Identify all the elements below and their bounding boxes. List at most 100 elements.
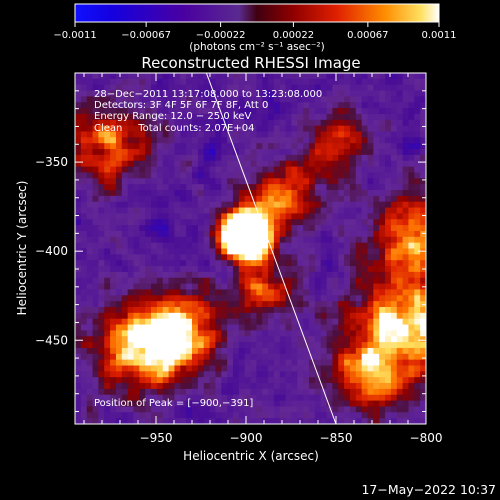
heatmap-cell bbox=[314, 394, 322, 402]
heatmap-cell bbox=[396, 242, 404, 250]
heatmap-cell bbox=[221, 102, 228, 109]
heatmap-cell bbox=[133, 207, 140, 214]
heatmap-cell bbox=[414, 289, 421, 296]
heatmap-cell bbox=[332, 277, 339, 285]
heatmap-cell bbox=[151, 219, 158, 226]
heatmap-cell bbox=[86, 283, 94, 291]
heatmap-cell bbox=[344, 78, 351, 86]
heatmap-cell bbox=[221, 289, 228, 296]
heatmap-cell bbox=[379, 371, 386, 378]
heatmap-cell bbox=[385, 125, 392, 133]
heatmap-cell bbox=[244, 201, 252, 209]
heatmap-cell bbox=[98, 254, 105, 261]
heatmap-cell bbox=[326, 377, 333, 384]
heatmap-cell bbox=[268, 149, 275, 156]
heatmap-cell bbox=[373, 271, 380, 279]
heatmap-cell bbox=[262, 400, 269, 408]
heatmap-cell bbox=[86, 207, 94, 214]
heatmap-cell bbox=[408, 324, 415, 331]
heatmap-cell bbox=[297, 277, 304, 285]
heatmap-cell bbox=[314, 242, 322, 250]
heatmap-cell bbox=[344, 190, 351, 197]
heatmap-cell bbox=[303, 406, 310, 413]
heatmap-cell bbox=[110, 225, 117, 232]
heatmap-cell bbox=[145, 301, 152, 308]
heatmap-cell bbox=[332, 347, 339, 355]
heatmap-cell bbox=[303, 377, 310, 384]
heatmap-cell bbox=[139, 213, 146, 220]
heatmap-cell bbox=[385, 307, 392, 314]
heatmap-cell bbox=[192, 388, 199, 396]
heatmap-cell bbox=[279, 207, 287, 214]
heatmap-cell bbox=[314, 225, 322, 232]
heatmap-cell bbox=[320, 336, 328, 343]
heatmap-cell bbox=[174, 318, 181, 326]
heatmap-cell bbox=[162, 295, 170, 302]
heatmap-cell bbox=[250, 318, 257, 326]
heatmap-cell bbox=[168, 96, 176, 103]
peak-position-label: Position of Peak = [−900,−391] bbox=[94, 398, 253, 409]
heatmap-cell bbox=[349, 184, 357, 191]
heatmap-cell bbox=[314, 353, 322, 361]
heatmap-cell bbox=[361, 388, 369, 396]
heatmap-cell bbox=[414, 236, 421, 244]
heatmap-cell bbox=[385, 201, 392, 209]
heatmap-cell bbox=[98, 119, 105, 127]
heatmap-cell bbox=[86, 219, 94, 226]
heatmap-cell bbox=[121, 242, 129, 250]
heatmap-cell bbox=[133, 347, 140, 355]
heatmap-cell bbox=[104, 108, 111, 115]
heatmap-cell bbox=[262, 283, 269, 291]
heatmap-cell bbox=[151, 412, 158, 419]
heatmap-cell bbox=[244, 254, 252, 261]
heatmap-cell bbox=[174, 324, 181, 331]
heatmap-cell bbox=[414, 383, 421, 390]
heatmap-cell bbox=[104, 312, 111, 320]
heatmap-cell bbox=[297, 178, 304, 185]
heatmap-cell bbox=[420, 347, 426, 355]
heatmap-cell bbox=[314, 236, 322, 244]
heatmap-cell bbox=[262, 318, 269, 326]
heatmap-cell bbox=[332, 190, 339, 197]
heatmap-cell bbox=[145, 160, 152, 168]
heatmap-cell bbox=[115, 312, 123, 320]
heatmap-cell bbox=[238, 172, 246, 179]
heatmap-cell bbox=[390, 388, 398, 396]
heatmap-cell bbox=[127, 160, 135, 168]
heatmap-cell bbox=[104, 201, 111, 209]
heatmap-cell bbox=[385, 248, 392, 255]
heatmap-cell bbox=[262, 236, 269, 244]
heatmap-cell bbox=[110, 336, 117, 343]
heatmap-cell bbox=[180, 412, 187, 419]
heatmap-cell bbox=[273, 213, 281, 220]
heatmap-cell bbox=[86, 96, 94, 103]
heatmap-cell bbox=[408, 172, 415, 179]
heatmap-cell bbox=[197, 178, 205, 185]
heatmap-cell bbox=[80, 336, 88, 343]
heatmap-cell bbox=[168, 359, 176, 367]
heatmap-cell bbox=[98, 236, 105, 244]
heatmap-cell bbox=[133, 248, 140, 255]
heatmap-cell bbox=[75, 383, 82, 390]
heatmap-cell bbox=[420, 172, 426, 179]
heatmap-cell bbox=[273, 301, 281, 308]
heatmap-cell bbox=[355, 412, 363, 419]
heatmap-cell bbox=[92, 394, 99, 402]
heatmap-cell bbox=[408, 225, 415, 232]
heatmap-cell bbox=[326, 301, 333, 308]
heatmap-cell bbox=[215, 377, 222, 384]
heatmap-cell bbox=[414, 230, 421, 238]
heatmap-cell bbox=[373, 400, 380, 408]
heatmap-cell bbox=[402, 207, 410, 214]
heatmap-cell bbox=[355, 225, 363, 232]
heatmap-cell bbox=[168, 324, 176, 331]
heatmap-cell bbox=[361, 412, 369, 419]
heatmap-cell bbox=[244, 230, 252, 238]
heatmap-cell bbox=[238, 143, 246, 150]
heatmap-cell bbox=[139, 365, 146, 372]
heatmap-cell bbox=[396, 330, 404, 337]
heatmap-cell bbox=[349, 108, 357, 115]
heatmap-cell bbox=[203, 108, 211, 115]
heatmap-cell bbox=[349, 230, 357, 238]
heatmap-cell bbox=[326, 394, 333, 402]
